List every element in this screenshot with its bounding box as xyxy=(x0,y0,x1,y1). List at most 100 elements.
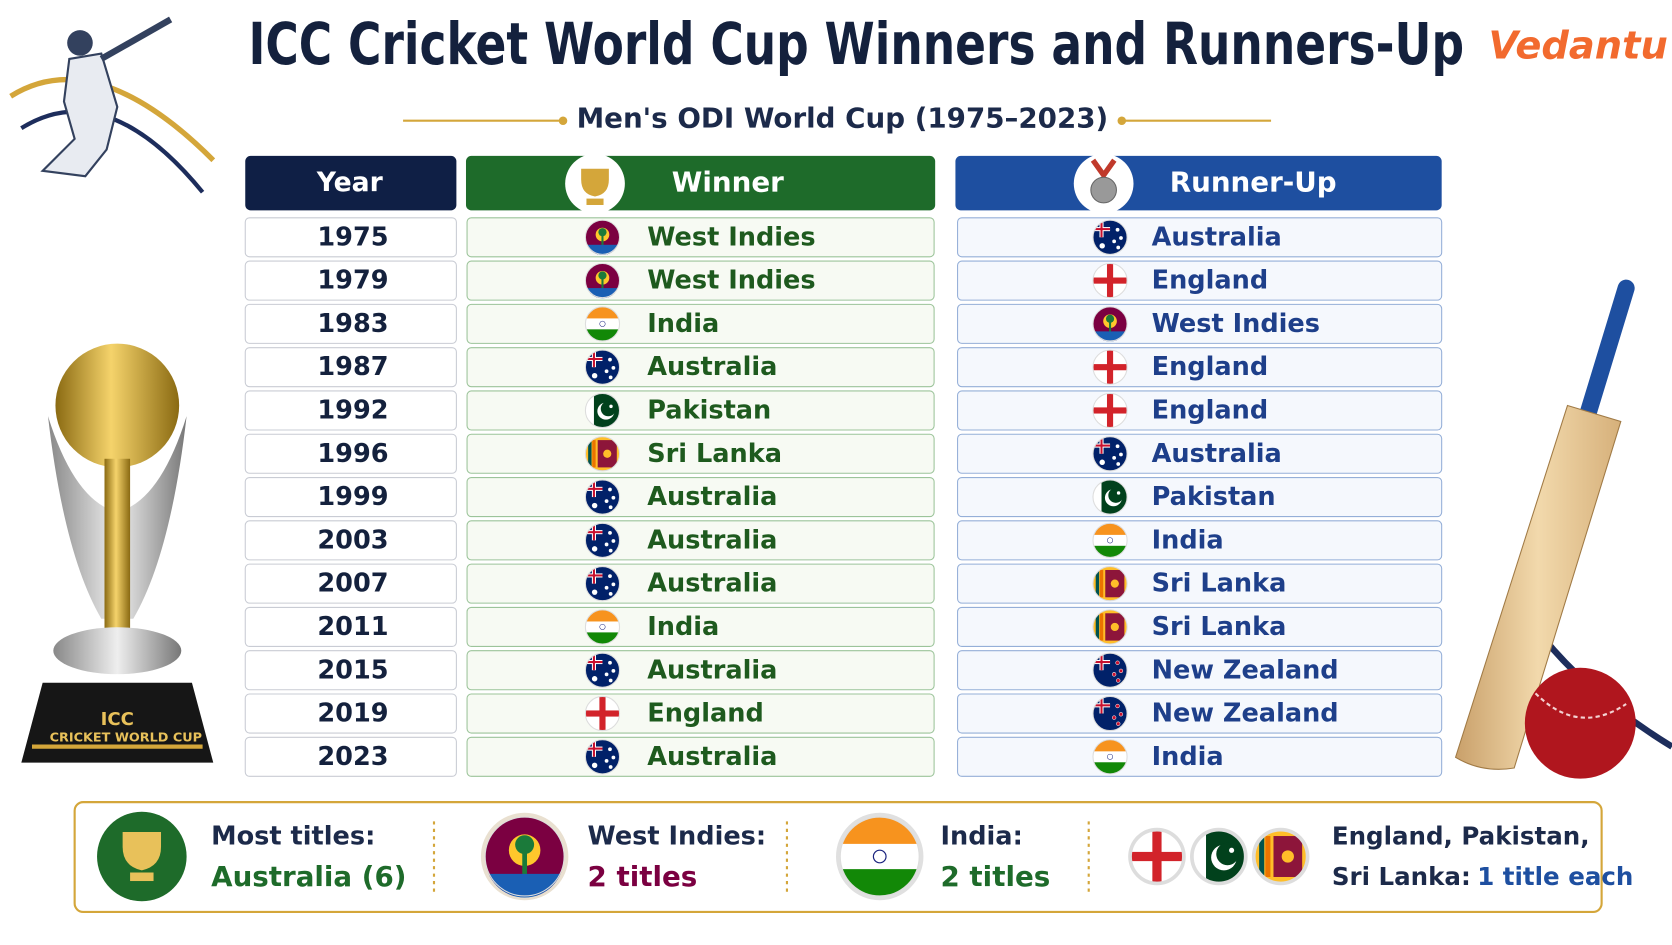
summary-value: 1 title each xyxy=(1477,862,1633,891)
flag-part xyxy=(1115,227,1120,232)
flag-part xyxy=(585,329,620,341)
flag-outline xyxy=(1092,739,1128,775)
year-cell xyxy=(244,520,457,561)
flag-part xyxy=(588,440,592,468)
runner-up: England xyxy=(1152,396,1269,426)
winner-cell xyxy=(466,606,935,647)
flag-outline xyxy=(584,695,621,732)
flag-part xyxy=(1100,220,1103,238)
year: 1996 xyxy=(317,439,388,469)
runner-cell xyxy=(957,520,1443,561)
flag-part xyxy=(604,369,609,374)
year: 2019 xyxy=(317,699,388,729)
summary-value: 2 titles xyxy=(941,860,1051,893)
runner-up: England xyxy=(1152,266,1269,296)
winner-cell xyxy=(466,390,935,431)
runner-cell xyxy=(957,217,1443,258)
runner-up: West Indies xyxy=(1152,309,1320,339)
flag xyxy=(1193,830,1245,883)
runner-up: Sri Lanka xyxy=(1152,569,1287,599)
flag-part xyxy=(1118,668,1124,674)
flag-outline xyxy=(1092,306,1128,342)
flag-outline xyxy=(584,479,621,515)
winner-cell xyxy=(466,650,935,691)
flag xyxy=(585,220,620,256)
flag-part xyxy=(585,244,620,256)
flag-outline xyxy=(584,306,621,342)
flag-outline xyxy=(584,436,621,472)
flag xyxy=(585,350,620,385)
flag-part xyxy=(611,582,616,587)
flag xyxy=(585,609,620,644)
flag-outline xyxy=(1130,830,1184,883)
flag-part xyxy=(1116,491,1121,495)
trophy-text: ICC xyxy=(101,709,134,730)
winner-cell xyxy=(466,433,935,474)
flag-part xyxy=(1116,462,1121,466)
flag-part xyxy=(1115,703,1120,709)
flag-part xyxy=(1099,459,1105,466)
runner-up: Australia xyxy=(1152,222,1282,252)
most-titles-icon xyxy=(97,811,187,902)
flag-part xyxy=(592,653,595,671)
flag xyxy=(1092,739,1128,774)
flag-outline xyxy=(1092,479,1128,515)
separators xyxy=(432,821,1090,894)
title: ICC Cricket World Cup Winners and Runner… xyxy=(248,11,1464,78)
year-cell xyxy=(244,606,457,647)
year-cell xyxy=(244,477,457,518)
year-cell xyxy=(244,433,457,474)
flag xyxy=(1092,263,1128,298)
flag-part xyxy=(1092,739,1128,752)
summary-value: Australia (6) xyxy=(211,860,406,893)
flag-part xyxy=(1107,753,1114,760)
flag-part xyxy=(591,502,598,509)
flag-part xyxy=(1092,545,1128,558)
flag-outline xyxy=(1092,566,1128,602)
flag-part xyxy=(608,765,613,769)
year: 1975 xyxy=(317,222,388,252)
year: 1999 xyxy=(317,482,388,512)
summary-flags xyxy=(480,812,1310,901)
flag-part xyxy=(598,228,607,237)
flag-part xyxy=(1216,842,1239,866)
flag-part xyxy=(611,669,616,673)
flag-part xyxy=(1112,672,1117,677)
flag-part xyxy=(1107,537,1114,544)
winner-cell xyxy=(466,736,935,777)
winner-cell xyxy=(466,303,935,344)
flag-part xyxy=(601,275,604,291)
winner: India xyxy=(647,309,719,339)
flag-part xyxy=(1100,436,1103,454)
flag-part xyxy=(604,585,609,590)
flag xyxy=(585,696,620,731)
flag-outline xyxy=(1092,436,1128,472)
winner: West Indies xyxy=(647,222,815,252)
flag-part xyxy=(1092,407,1128,414)
flag-part xyxy=(592,566,595,584)
flag xyxy=(1255,830,1307,883)
runner-up: Sri Lanka xyxy=(1152,612,1287,642)
flag-outline xyxy=(584,262,621,299)
flag-part xyxy=(1092,364,1128,371)
flag-part xyxy=(1092,277,1128,284)
flag-part xyxy=(1110,579,1119,588)
flag-part xyxy=(585,609,620,622)
flag-part xyxy=(591,676,598,682)
column-header: Runner-Up xyxy=(1170,166,1337,199)
winner: India xyxy=(647,612,719,642)
flag-outline xyxy=(1192,830,1245,883)
year-cell xyxy=(244,693,457,734)
flag-part xyxy=(592,479,595,498)
runner-cell xyxy=(957,650,1443,691)
winner-cell xyxy=(466,563,935,604)
flag xyxy=(1092,220,1128,255)
flag xyxy=(1092,306,1128,342)
flag-part xyxy=(1229,847,1235,853)
flag-part xyxy=(591,372,598,379)
flag xyxy=(585,263,620,299)
flag-part xyxy=(1095,613,1100,641)
winner-cell xyxy=(466,520,935,561)
year-cell xyxy=(244,736,457,777)
year-cell xyxy=(244,303,457,344)
